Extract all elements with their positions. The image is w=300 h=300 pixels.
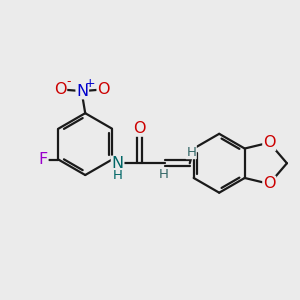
Text: H: H xyxy=(186,146,196,159)
Text: +: + xyxy=(85,77,95,90)
Text: H: H xyxy=(158,168,168,181)
Text: O: O xyxy=(263,176,275,191)
Text: O: O xyxy=(134,121,146,136)
Text: F: F xyxy=(38,152,48,167)
Text: O: O xyxy=(97,82,110,97)
Text: N: N xyxy=(76,84,88,99)
Text: O: O xyxy=(263,135,275,150)
Text: H: H xyxy=(113,169,122,182)
Text: N: N xyxy=(112,156,124,171)
Text: O: O xyxy=(54,82,66,97)
Text: -: - xyxy=(66,75,70,88)
